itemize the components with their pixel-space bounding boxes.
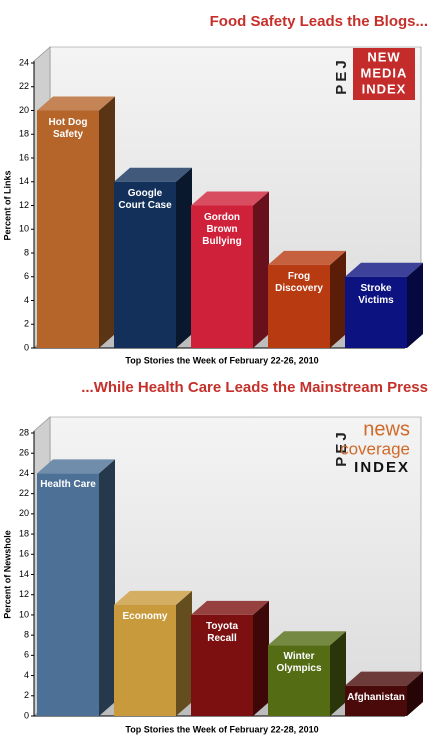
y-tick-label: 0 xyxy=(24,710,29,720)
y-tick-label: 22 xyxy=(19,81,29,91)
bar-label-box: Economy xyxy=(122,610,168,622)
bar-side xyxy=(330,250,346,348)
y-axis-label: Percent of Links xyxy=(2,170,12,240)
y-tick-label: 6 xyxy=(24,271,29,281)
bar-side xyxy=(407,262,423,348)
chart-title: ...While Health Care Leads the Mainstrea… xyxy=(81,379,428,396)
bar-label-box: Hot Dog Safety xyxy=(48,116,88,140)
bar xyxy=(114,604,176,716)
logo-word: INDEX xyxy=(354,459,410,476)
bar-label-box: Google Court Case xyxy=(118,187,172,211)
bar-label: Gordon Brown Bullying xyxy=(202,211,242,247)
y-tick-label: 12 xyxy=(19,200,29,210)
bar-label-box: Health Care xyxy=(40,479,96,491)
x-axis-label: Top Stories the Week of February 22-26, … xyxy=(125,355,318,365)
bar-label: Afghanistan xyxy=(347,691,405,703)
y-tick-label: 16 xyxy=(19,549,29,559)
logo-word: NEW xyxy=(367,49,400,64)
bar-label: Stroke Victims xyxy=(358,282,394,306)
y-axis-label: Percent of Newshole xyxy=(2,530,12,619)
bar-label-box: Frog Discovery xyxy=(275,270,323,294)
bar xyxy=(345,276,407,348)
bar-top xyxy=(191,600,269,615)
y-tick-label: 14 xyxy=(19,569,29,579)
bar-label: Winter Olympics xyxy=(276,651,322,675)
logo-word: news xyxy=(363,418,410,440)
y-tick-label: 2 xyxy=(24,690,29,700)
bar xyxy=(345,685,407,716)
bar-top xyxy=(191,191,269,206)
logo-pej: PEJ xyxy=(333,429,350,466)
bar xyxy=(37,473,99,716)
y-tick-label: 2 xyxy=(24,319,29,329)
y-tick-label: 14 xyxy=(19,176,29,186)
y-tick-label: 24 xyxy=(19,57,29,67)
bar xyxy=(268,264,330,348)
bar xyxy=(37,110,99,348)
x-axis-label: Top Stories the Week of February 22-28, … xyxy=(125,724,318,734)
logo-word: MEDIA xyxy=(361,65,408,80)
bar-side xyxy=(253,600,269,716)
logo-box xyxy=(353,48,415,100)
bar-label: Toyota Recall xyxy=(205,620,239,644)
y-tick-label: 10 xyxy=(19,224,29,234)
y-tick-label: 18 xyxy=(19,129,29,139)
bar-top xyxy=(268,250,346,265)
bar-top xyxy=(37,96,115,111)
bar-label: Health Care xyxy=(40,479,96,491)
y-tick-label: 8 xyxy=(24,630,29,640)
logo-pej: PEJ xyxy=(333,57,350,94)
bar-side xyxy=(407,671,423,716)
logo-word: INDEX xyxy=(362,81,407,96)
bar xyxy=(268,645,330,716)
bar-label: Frog Discovery xyxy=(275,270,323,294)
bar-label-box: Stroke Victims xyxy=(358,282,394,306)
bar-label-box: Toyota Recall xyxy=(205,620,239,644)
bar-top xyxy=(114,590,192,605)
y-tick-label: 16 xyxy=(19,152,29,162)
y-tick-label: 0 xyxy=(24,342,29,352)
bar-side xyxy=(253,191,269,348)
bar xyxy=(114,181,176,348)
bar-label-box: Afghanistan xyxy=(347,691,405,703)
chart-title: Food Safety Leads the Blogs... xyxy=(210,13,428,30)
bar-label: Hot Dog Safety xyxy=(48,116,88,140)
y-tick-label: 20 xyxy=(19,105,29,115)
bar-side xyxy=(176,590,192,716)
y-tick-label: 6 xyxy=(24,650,29,660)
bar-top xyxy=(345,262,423,277)
bar-top xyxy=(345,671,423,686)
bar-label-box: Gordon Brown Bullying xyxy=(202,211,242,247)
y-tick-label: 10 xyxy=(19,609,29,619)
bar-label: Google Court Case xyxy=(118,187,172,211)
y-tick-label: 22 xyxy=(19,488,29,498)
bar-label-box: Winter Olympics xyxy=(276,651,322,675)
bar-label: Economy xyxy=(122,610,168,622)
y-tick-label: 28 xyxy=(19,427,29,437)
y-tick-label: 26 xyxy=(19,448,29,458)
y-tick-label: 4 xyxy=(24,670,29,680)
y-tick-label: 4 xyxy=(24,295,29,305)
bar-top xyxy=(114,167,192,182)
bar-side xyxy=(99,96,115,348)
bar xyxy=(191,614,253,716)
y-tick-label: 18 xyxy=(19,528,29,538)
bar-side xyxy=(99,459,115,716)
bar-side xyxy=(330,631,346,716)
y-tick-label: 24 xyxy=(19,468,29,478)
bar-top xyxy=(268,631,346,646)
y-tick-label: 12 xyxy=(19,589,29,599)
y-tick-label: 20 xyxy=(19,508,29,518)
logo-word: coverage xyxy=(340,439,410,458)
bar xyxy=(191,205,253,348)
bar-side xyxy=(176,167,192,348)
y-tick-label: 8 xyxy=(24,247,29,257)
bar-top xyxy=(37,459,115,474)
